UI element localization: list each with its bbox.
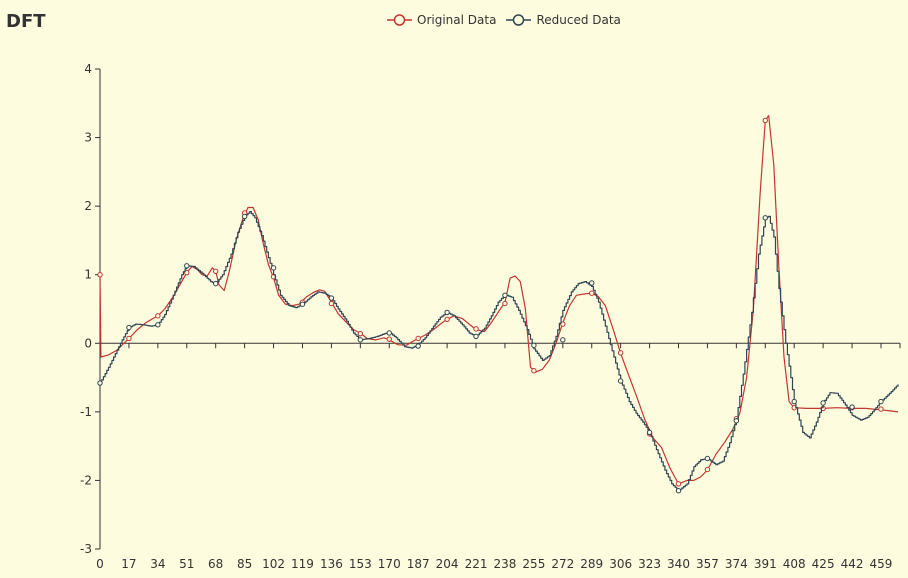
x-tick-label: 187 — [407, 557, 430, 571]
legend-label-reduced-data: Reduced Data — [536, 13, 621, 27]
data-point-reduced-data — [762, 215, 768, 221]
data-point-reduced-data — [849, 404, 855, 410]
x-tick-label: 68 — [208, 557, 223, 571]
data-point-original-data — [762, 117, 768, 124]
x-tick-label: 34 — [150, 557, 165, 571]
data-point-original-data — [531, 368, 537, 374]
data-point-reduced-data — [791, 398, 797, 405]
y-tick-label: 3 — [84, 131, 92, 145]
x-tick-label: 51 — [179, 557, 194, 571]
data-point-reduced-data — [473, 333, 479, 340]
data-point-reduced-data — [733, 418, 740, 424]
x-tick-label: 391 — [754, 557, 777, 571]
data-point-reduced-data — [444, 309, 450, 316]
x-tick-label: 425 — [812, 557, 835, 571]
legend-item-original-data[interactable]: Original Data — [387, 13, 496, 27]
data-point-original-data — [213, 268, 219, 274]
data-point-original-data — [617, 350, 624, 356]
data-point-reduced-data — [704, 455, 711, 462]
data-point-original-data — [589, 290, 595, 296]
data-point-reduced-data — [386, 330, 392, 336]
data-point-original-data — [386, 336, 392, 342]
legend-label-original-data: Original Data — [417, 13, 497, 27]
data-point-reduced-data — [270, 265, 277, 271]
data-point-original-data — [155, 313, 161, 319]
data-point-original-data — [675, 481, 682, 487]
x-tick-label: 119 — [291, 557, 314, 571]
data-point-reduced-data — [617, 378, 624, 384]
data-point-original-data — [415, 335, 421, 342]
data-point-reduced-data — [155, 322, 161, 328]
data-point-original-data — [878, 406, 884, 412]
x-tick-label: 238 — [494, 557, 517, 571]
data-point-reduced-data — [502, 292, 508, 298]
data-point-original-data — [502, 300, 508, 307]
y-tick-label: -2 — [80, 473, 92, 487]
x-tick-label: 170 — [378, 557, 401, 571]
data-point-reduced-data — [589, 280, 595, 286]
data-point-reduced-data — [241, 213, 248, 220]
x-tick-label: 85 — [237, 557, 252, 571]
x-tick-label: 0 — [96, 557, 104, 571]
x-tick-label: 374 — [725, 557, 748, 571]
data-point-reduced-data — [878, 398, 884, 405]
data-point-reduced-data — [184, 263, 190, 269]
x-tick-label: 272 — [551, 557, 574, 571]
x-tick-label: 289 — [580, 557, 603, 571]
y-tick-label: 0 — [84, 336, 92, 350]
x-tick-label: 408 — [783, 557, 806, 571]
data-point-original-data — [328, 300, 335, 307]
x-tick-label: 442 — [841, 557, 864, 571]
legend-item-reduced-data[interactable]: Reduced Data — [506, 13, 621, 27]
data-point-original-data — [704, 466, 711, 473]
data-point-reduced-data — [675, 488, 682, 494]
y-tick-label: -3 — [80, 542, 92, 556]
series-line-reduced-data — [100, 211, 899, 492]
data-point-reduced-data — [560, 337, 566, 343]
y-tick-label: 1 — [84, 268, 92, 282]
legend: Original Data Reduced Data — [387, 11, 631, 29]
chart-title: DFT — [6, 11, 46, 32]
x-tick-label: 153 — [349, 557, 372, 571]
x-tick-label: 323 — [638, 557, 661, 571]
y-tick-label: -1 — [80, 405, 92, 419]
data-point-reduced-data — [213, 280, 219, 287]
x-tick-label: 306 — [609, 557, 632, 571]
x-tick-label: 340 — [667, 557, 690, 571]
legend-original-line-circle-icon — [387, 14, 412, 26]
data-point-original-data — [126, 335, 132, 342]
series-line-original-data — [99, 115, 899, 485]
y-tick-label: 4 — [84, 62, 92, 76]
data-point-reduced-data — [299, 301, 306, 307]
data-point-original-data — [357, 330, 364, 337]
x-tick-label: 136 — [320, 557, 343, 571]
x-tick-label: 17 — [121, 557, 136, 571]
data-point-original-data — [473, 326, 479, 332]
y-tick-label: 2 — [84, 199, 92, 213]
data-point-reduced-data — [415, 343, 421, 349]
data-point-reduced-data — [357, 337, 364, 343]
data-point-original-data — [97, 272, 103, 278]
data-point-reduced-data — [531, 342, 537, 349]
data-point-original-data — [444, 316, 450, 322]
data-point-reduced-data — [820, 400, 826, 406]
x-tick-label: 221 — [465, 557, 488, 571]
data-point-reduced-data — [97, 380, 103, 386]
data-point-reduced-data — [646, 429, 653, 436]
data-point-reduced-data — [126, 324, 132, 331]
x-tick-label: 357 — [696, 557, 719, 571]
x-tick-label: 459 — [870, 557, 893, 571]
x-tick-label: 255 — [522, 557, 545, 571]
data-point-original-data — [560, 321, 566, 327]
data-point-reduced-data — [328, 295, 335, 301]
legend-reduced-line-circle-icon — [506, 14, 532, 26]
x-tick-label: 204 — [436, 557, 459, 571]
x-tick-label: 102 — [262, 557, 285, 571]
